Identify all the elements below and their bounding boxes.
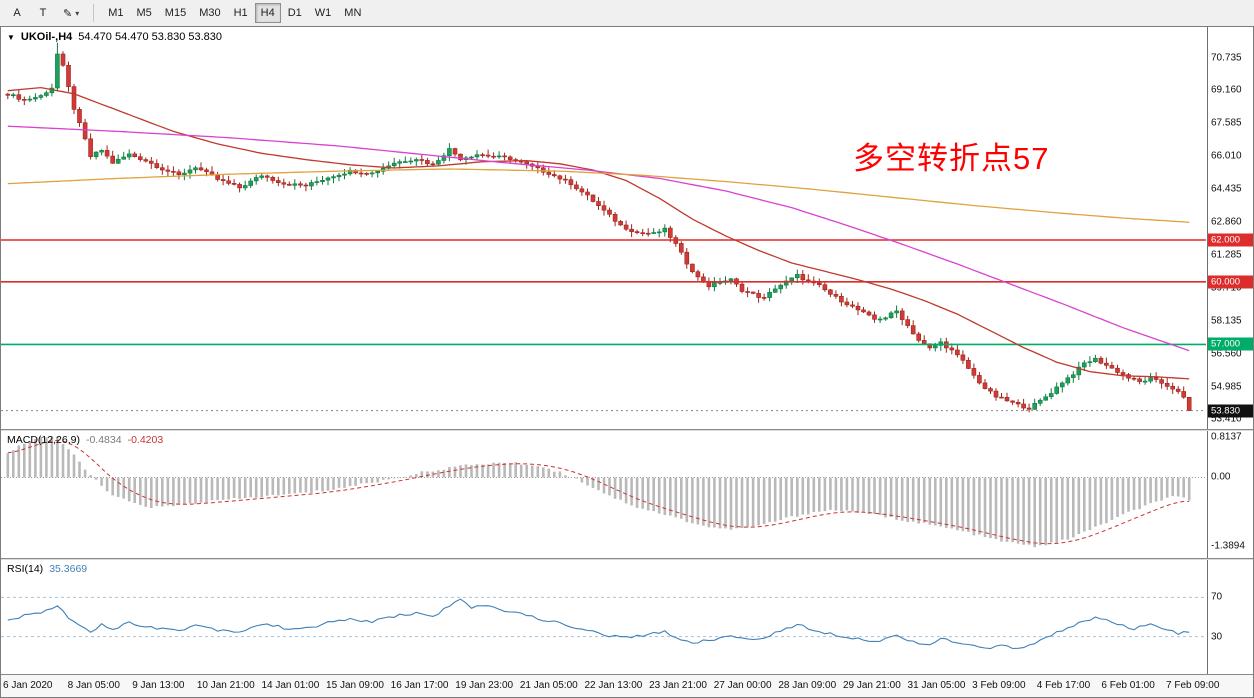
price-tick-label: 67.585 bbox=[1211, 117, 1242, 129]
chevron-down-icon: ▾ bbox=[75, 8, 80, 18]
price-level-badge: 57.000 bbox=[1208, 337, 1253, 351]
timeframe-button-h1[interactable]: H1 bbox=[227, 3, 254, 23]
draw-tool-dropdown-button[interactable]: ✎ ▾ bbox=[57, 3, 86, 23]
timeframe-button-m5[interactable]: M5 bbox=[130, 3, 158, 23]
time-axis-label: 4 Feb 17:00 bbox=[1036, 680, 1091, 691]
rsi-value: 35.3669 bbox=[49, 563, 88, 575]
macd-chart-svg bbox=[1, 436, 1206, 548]
rsi-tick-label: 30 bbox=[1211, 631, 1223, 643]
price-tick-label: 56.560 bbox=[1211, 348, 1242, 360]
price-level-badge: 62.000 bbox=[1208, 233, 1253, 247]
macd-main-value: -0.4834 bbox=[85, 434, 122, 446]
price-tick-label: 66.010 bbox=[1211, 150, 1242, 162]
time-axis-label: 3 Feb 09:00 bbox=[972, 680, 1026, 691]
rsi-pane: RSI(14) 35.3669 70 30 bbox=[1, 560, 1253, 674]
ohlc-values: 54.470 54.470 53.830 53.830 bbox=[78, 31, 223, 43]
rsi-indicator-chart[interactable]: RSI(14) 35.3669 bbox=[1, 560, 1207, 674]
time-axis-label: 8 Jan 05:00 bbox=[67, 680, 120, 691]
pane-splitter[interactable] bbox=[1, 429, 1253, 431]
toolbar: A T ✎ ▾ M1 M5 M15 M30 H1 H4 D1 W1 MN bbox=[0, 0, 1254, 26]
timeframe-button-h4[interactable]: H4 bbox=[254, 3, 281, 23]
time-axis-label: 7 Feb 09:00 bbox=[1166, 680, 1220, 691]
toolbar-separator bbox=[93, 4, 95, 22]
main-chart-svg bbox=[1, 42, 1206, 413]
text-annotation[interactable]: 多空转折点57 bbox=[853, 141, 1050, 176]
price-tick-label: 61.285 bbox=[1211, 249, 1242, 261]
time-axis-label: 21 Jan 05:00 bbox=[519, 680, 578, 691]
macd-tick-label: 0.00 bbox=[1211, 471, 1231, 483]
macd-axis[interactable]: 0.8137 0.00 -1.3894 bbox=[1207, 431, 1253, 558]
timeframe-button-m15[interactable]: M15 bbox=[158, 3, 193, 23]
collapse-arrow-icon[interactable]: ▼ bbox=[7, 32, 15, 42]
time-axis-label: 10 Jan 21:00 bbox=[196, 680, 255, 691]
price-tick-label: 54.985 bbox=[1211, 381, 1242, 392]
price-tick-label: 62.860 bbox=[1211, 216, 1242, 228]
price-tick-label: 69.160 bbox=[1211, 84, 1242, 96]
macd-name: MACD(12,26,9) bbox=[7, 434, 80, 446]
time-axis[interactable]: 6 Jan 2020 8 Jan 05:00 9 Jan 13:00 10 Jan 2… bbox=[1, 674, 1253, 697]
price-tick-label: 58.135 bbox=[1211, 315, 1242, 327]
pencil-icon: ✎ bbox=[63, 7, 73, 20]
macd-tick-label: 0.8137 bbox=[1211, 431, 1242, 443]
pane-splitter[interactable] bbox=[1, 558, 1253, 560]
time-axis-label: 19 Jan 23:00 bbox=[455, 680, 514, 691]
rsi-label: RSI(14) 35.3669 bbox=[7, 563, 87, 575]
main-price-pane: ▼ UKOil-,H4 54.470 54.470 53.830 53.830 … bbox=[1, 27, 1253, 429]
time-axis-label: 23 Jan 21:00 bbox=[649, 680, 707, 691]
time-axis-label: 28 Jan 09:00 bbox=[778, 680, 837, 691]
macd-signal-value: -0.4203 bbox=[127, 434, 164, 446]
current-price-badge: 53.830 bbox=[1208, 404, 1253, 418]
timeframe-button-group: M1 M5 M15 M30 H1 H4 D1 W1 MN bbox=[102, 3, 368, 23]
price-level-badge: 60.000 bbox=[1208, 275, 1253, 289]
time-axis-label: 16 Jan 17:00 bbox=[390, 680, 449, 691]
macd-tick-label: -1.3894 bbox=[1211, 540, 1245, 552]
macd-indicator-chart[interactable]: MACD(12,26,9) -0.4834 -0.4203 bbox=[1, 431, 1207, 558]
macd-pane: MACD(12,26,9) -0.4834 -0.4203 0.8137 0.00… bbox=[1, 431, 1253, 558]
price-tick-label: 70.735 bbox=[1211, 52, 1242, 64]
price-axis[interactable]: 70.735 69.160 67.585 66.010 64.435 62.860 61.2… bbox=[1207, 27, 1253, 429]
macd-label: MACD(12,26,9) -0.4834 -0.4203 bbox=[7, 434, 163, 446]
timeframe-button-m30[interactable]: M30 bbox=[193, 3, 227, 23]
time-axis-label: 6 Feb 01:00 bbox=[1101, 680, 1155, 691]
timeframe-button-w1[interactable]: W1 bbox=[308, 3, 338, 23]
time-axis-label: 9 Jan 13:00 bbox=[132, 680, 185, 691]
time-axis-label: 31 Jan 05:00 bbox=[907, 680, 966, 691]
chart-window: ▼ UKOil-,H4 54.470 54.470 53.830 53.830 … bbox=[0, 26, 1254, 698]
candlestick-chart[interactable]: ▼ UKOil-,H4 54.470 54.470 53.830 53.830 … bbox=[1, 27, 1207, 429]
time-axis-label: 14 Jan 01:00 bbox=[261, 680, 320, 691]
rsi-name: RSI(14) bbox=[7, 563, 44, 575]
timeframe-button-m1[interactable]: M1 bbox=[102, 3, 130, 23]
time-axis-label: 6 Jan 2020 bbox=[3, 680, 53, 691]
timeframe-button-mn[interactable]: MN bbox=[338, 3, 368, 23]
price-tick-label: 53.410 bbox=[1211, 413, 1242, 425]
rsi-axis[interactable]: 70 30 bbox=[1207, 560, 1253, 674]
time-axis-label: 27 Jan 00:00 bbox=[713, 680, 772, 691]
rsi-chart-svg bbox=[1, 596, 1206, 650]
rsi-tick-label: 70 bbox=[1211, 591, 1223, 603]
annotation-tool-button[interactable]: A bbox=[5, 3, 29, 23]
time-axis-label: 22 Jan 13:00 bbox=[584, 680, 643, 691]
symbol-timeframe-label: UKOil-,H4 bbox=[20, 31, 73, 43]
text-tool-button[interactable]: T bbox=[31, 3, 55, 23]
time-axis-label: 29 Jan 21:00 bbox=[842, 680, 901, 691]
timeframe-button-d1[interactable]: D1 bbox=[281, 3, 308, 23]
time-axis-label: 15 Jan 09:00 bbox=[326, 680, 384, 691]
price-tick-label: 64.435 bbox=[1211, 183, 1242, 195]
chart-title: ▼ UKOil-,H4 54.470 54.470 53.830 53.830 bbox=[7, 31, 222, 43]
